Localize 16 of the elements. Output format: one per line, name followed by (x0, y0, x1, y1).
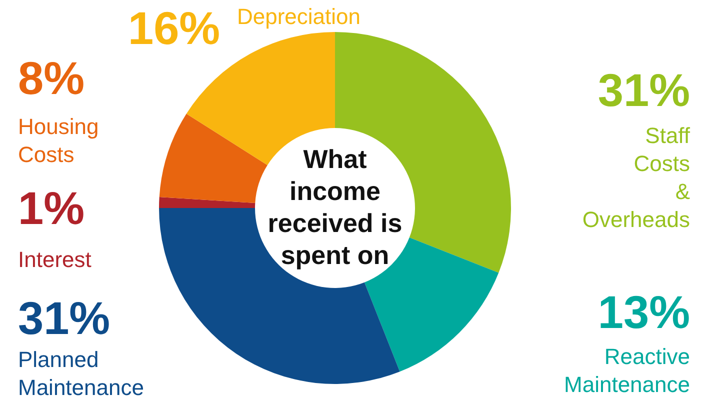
donut-slice (159, 208, 400, 384)
slice-label: Reactive Maintenance (564, 344, 690, 397)
donut-slice (159, 114, 268, 203)
data-label: 31% (18, 292, 110, 344)
data-label: 13% (598, 286, 690, 338)
data-label: 8% (18, 52, 84, 104)
data-label: 16% (128, 2, 220, 54)
text: What income received is spent on (268, 144, 402, 270)
slice-label: Interest (18, 247, 92, 272)
slice-label: Depreciation (237, 4, 361, 29)
data-label: 1% (18, 182, 84, 234)
slice-label: Staff Costs & Overheads (582, 123, 691, 232)
slice-label: Housing Costs (18, 114, 99, 167)
slice-label: Planned Maintenance (18, 347, 144, 400)
data-label: 31% (598, 64, 690, 116)
donut-slice (159, 196, 256, 208)
